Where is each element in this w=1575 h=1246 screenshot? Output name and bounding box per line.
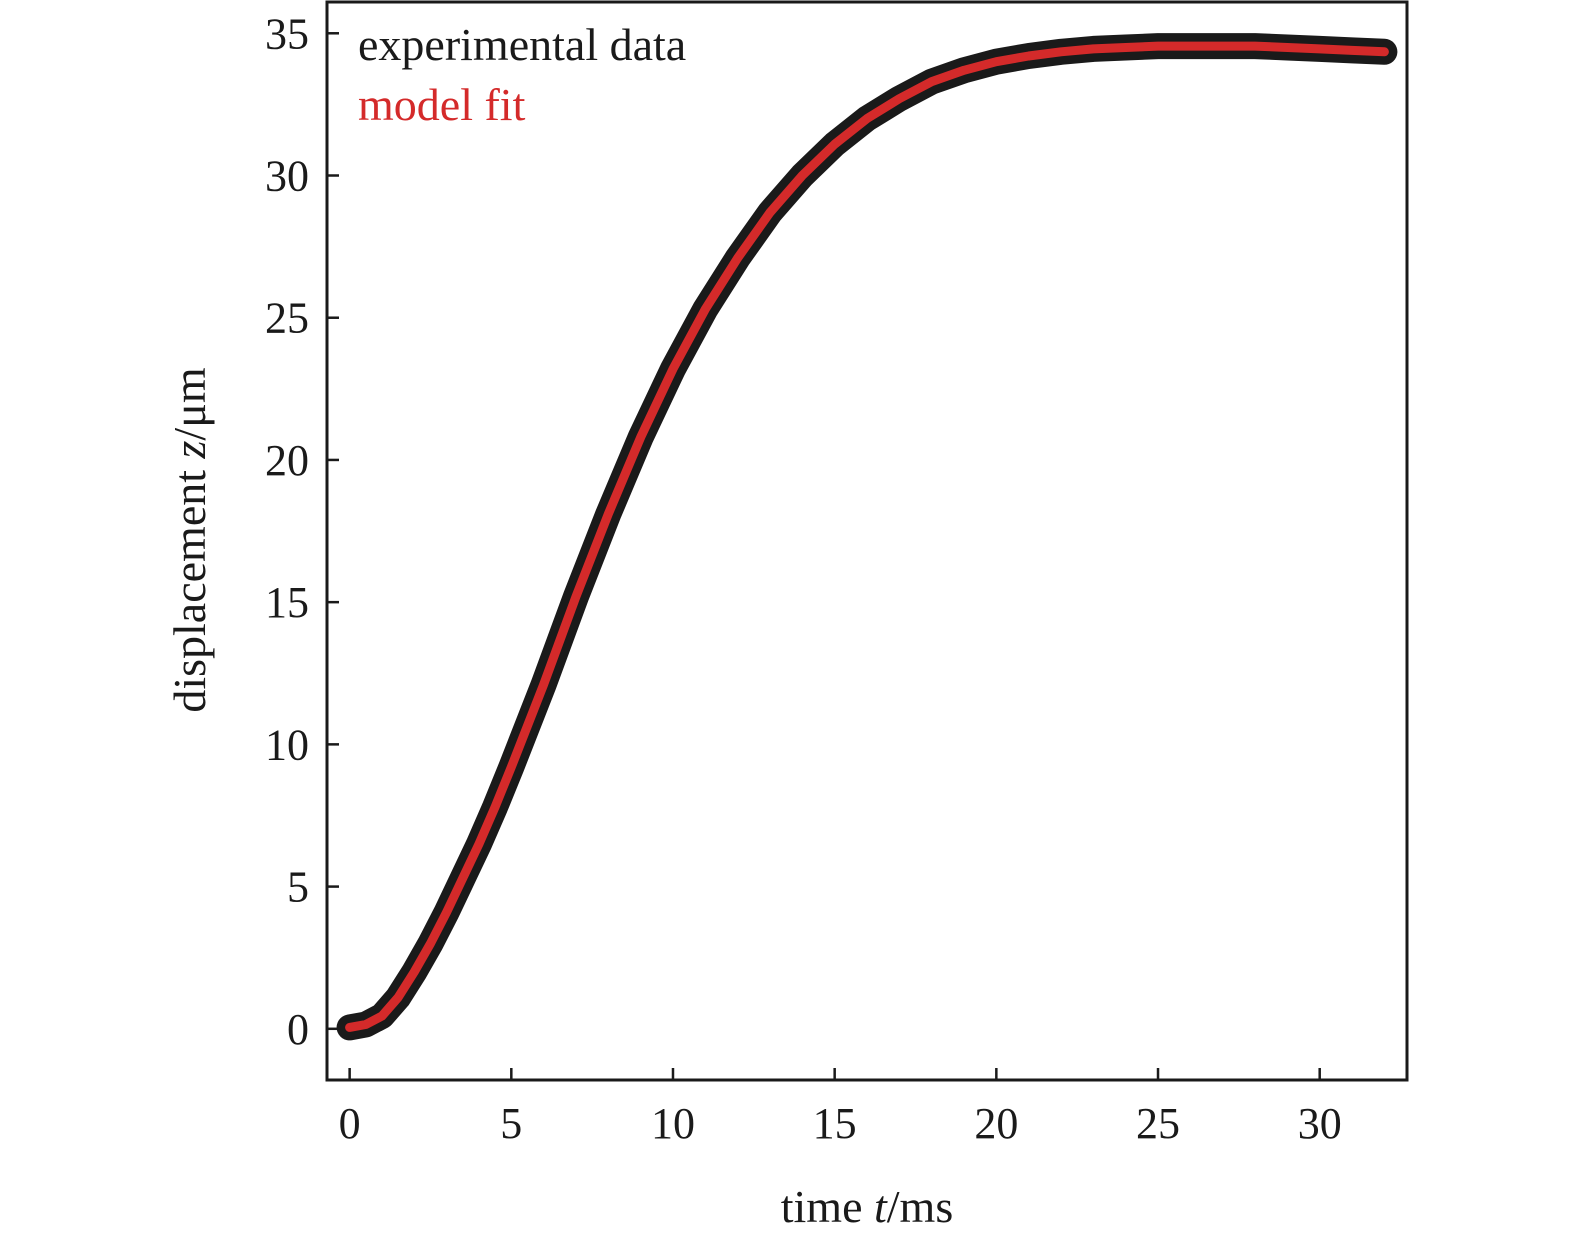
x-tick-label: 5 bbox=[500, 1099, 522, 1148]
x-tick-label: 0 bbox=[339, 1099, 361, 1148]
y-tick-label: 25 bbox=[265, 294, 309, 343]
y-tick-label: 10 bbox=[265, 720, 309, 769]
legend: experimental data model fit bbox=[358, 19, 686, 130]
x-tick-label: 10 bbox=[651, 1099, 695, 1148]
y-tick-label: 15 bbox=[265, 578, 309, 627]
x-axis-label: time t/ms bbox=[781, 1181, 954, 1232]
ticks-layer: 0 5 10 15 20 25 30 0 5 10 15 20 25 30 35 bbox=[265, 9, 1342, 1148]
y-tick-label: 5 bbox=[287, 863, 309, 912]
legend-entry-model-fit: model fit bbox=[358, 79, 526, 130]
series-layer bbox=[336, 33, 1398, 1041]
y-tick-label: 20 bbox=[265, 436, 309, 485]
y-axis-label: displacement z/μm bbox=[164, 367, 215, 713]
x-tick-label: 20 bbox=[974, 1099, 1018, 1148]
legend-entry-experimental-data: experimental data bbox=[358, 19, 686, 70]
series-line-model-fit bbox=[345, 41, 1389, 1032]
x-tick-label: 15 bbox=[813, 1099, 857, 1148]
y-tick-label: 35 bbox=[265, 9, 309, 58]
x-tick-label: 30 bbox=[1298, 1099, 1342, 1148]
y-tick-label: 0 bbox=[287, 1005, 309, 1054]
plot-frame bbox=[325, 0, 1409, 1082]
series-line-experimental-data bbox=[336, 33, 1398, 1041]
x-tick-label: 25 bbox=[1136, 1099, 1180, 1148]
y-tick-label: 30 bbox=[265, 152, 309, 201]
